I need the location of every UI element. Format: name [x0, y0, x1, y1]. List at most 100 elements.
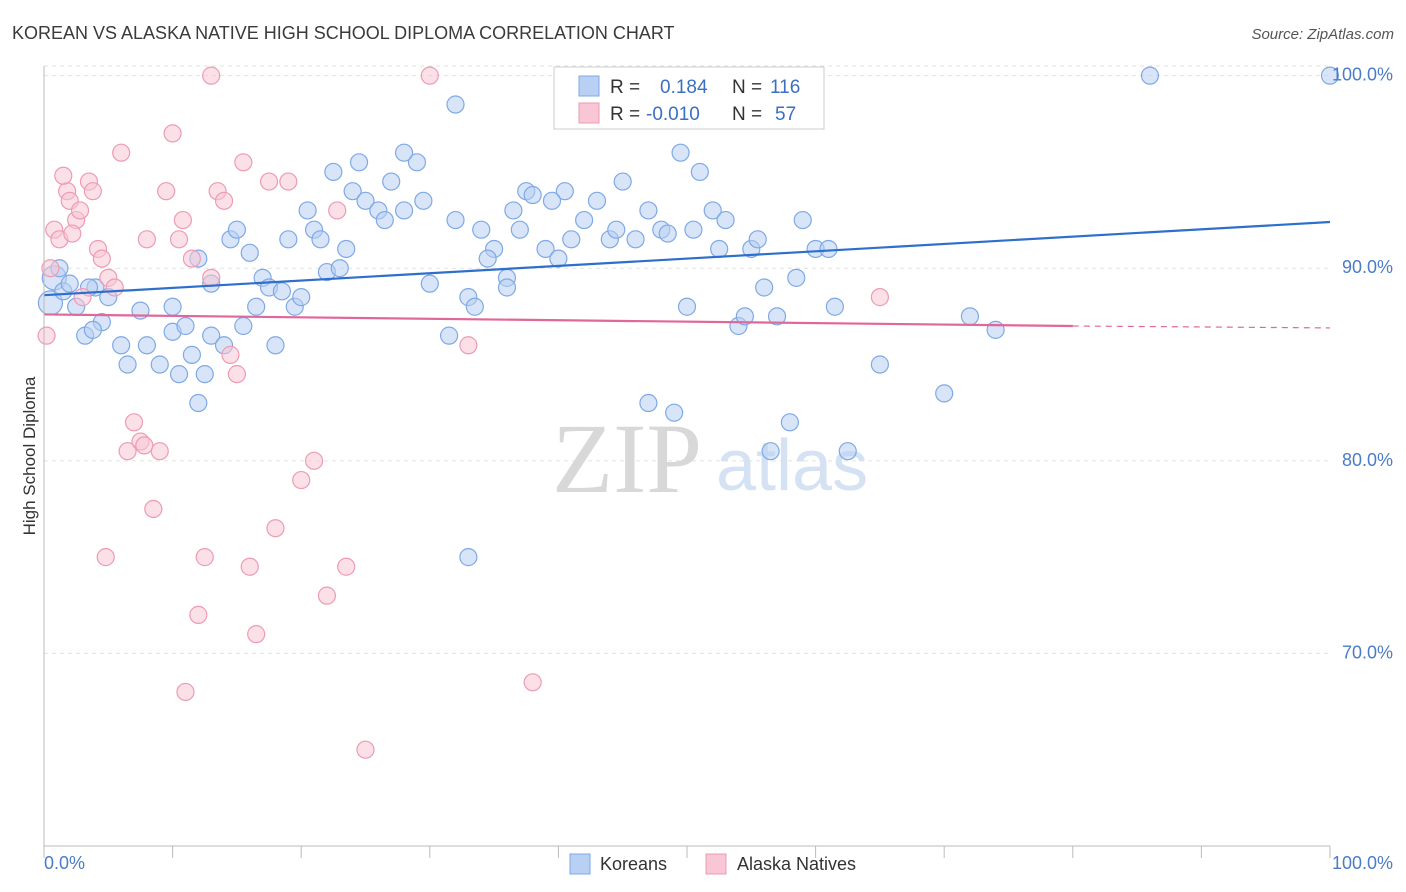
x-tick-label-max: 100.0% — [1332, 853, 1393, 873]
watermark: ZIP atlas — [552, 403, 868, 514]
point-alaska-natives-24 — [202, 268, 221, 287]
legend-n-label-1: N = — [732, 77, 762, 98]
point-koreans-18 — [176, 316, 195, 336]
series-legend-swatch-koreans — [569, 853, 591, 875]
point-koreans-109 — [478, 249, 497, 268]
point-koreans-48 — [504, 201, 523, 220]
point-alaska-natives-0 — [37, 326, 56, 345]
point-koreans-78 — [787, 268, 806, 287]
point-koreans-69 — [735, 307, 754, 326]
point-koreans-82 — [825, 297, 844, 316]
point-koreans-55 — [575, 210, 594, 230]
point-alaska-natives-35 — [317, 586, 337, 605]
point-alaska-natives-39 — [459, 336, 478, 355]
point-koreans-111 — [510, 220, 529, 239]
series-legend-swatch-alaska-natives — [705, 853, 727, 875]
legend-n-value-2: 57 — [775, 104, 796, 125]
point-alaska-natives-23 — [189, 605, 208, 624]
y-axis-label: High School Diploma — [20, 376, 39, 535]
point-alaska-natives-46 — [73, 288, 92, 307]
point-koreans-56 — [587, 191, 607, 210]
point-koreans-100 — [272, 282, 292, 301]
x-tick-marks — [43, 846, 1331, 858]
point-koreans-76 — [767, 307, 787, 326]
point-koreans-59 — [626, 230, 645, 249]
point-koreans-90 — [446, 95, 465, 114]
point-koreans-83 — [838, 442, 857, 461]
point-alaska-natives-45 — [96, 548, 115, 567]
point-koreans-53 — [555, 182, 574, 201]
point-alaska-natives-33 — [292, 470, 311, 490]
point-alaska-natives-1 — [41, 259, 60, 278]
point-koreans-35 — [375, 210, 394, 230]
point-koreans-36 — [382, 172, 401, 191]
point-alaska-natives-13 — [105, 278, 124, 297]
point-koreans-98 — [234, 316, 253, 336]
point-koreans-81 — [819, 239, 838, 259]
point-koreans-102 — [163, 297, 182, 316]
point-koreans-74 — [755, 278, 774, 297]
legend-r-value-1: 0.184 — [660, 77, 708, 98]
point-koreans-13 — [118, 355, 137, 374]
point-koreans-62 — [658, 224, 677, 243]
y-tick-label-3: 70.0% — [1342, 642, 1393, 662]
point-alaska-natives-26 — [214, 191, 234, 210]
point-koreans-114 — [710, 239, 729, 259]
point-koreans-26 — [266, 336, 285, 355]
point-alaska-natives-31 — [266, 519, 285, 538]
point-koreans-52 — [549, 249, 568, 268]
point-koreans-58 — [613, 172, 632, 191]
point-koreans-71 — [665, 403, 684, 422]
point-koreans-23 — [240, 243, 259, 262]
point-koreans-105 — [279, 230, 298, 249]
trend-lines — [43, 220, 1331, 329]
point-koreans-65 — [690, 162, 709, 182]
point-alaska-natives-36 — [337, 557, 356, 576]
point-koreans-40 — [420, 274, 439, 293]
point-koreans-115 — [748, 230, 767, 249]
point-koreans-93 — [324, 162, 343, 182]
point-koreans-113 — [607, 220, 626, 239]
point-alaska-natives-44 — [118, 442, 137, 461]
chart-source: Source: ZipAtlas.com — [1251, 26, 1394, 43]
point-koreans-44 — [465, 297, 484, 316]
point-koreans-89 — [1320, 66, 1340, 85]
point-koreans-99 — [247, 297, 266, 316]
point-alaska-natives-17 — [137, 230, 156, 249]
point-koreans-41 — [439, 326, 459, 345]
point-alaska-natives-53 — [173, 210, 192, 230]
point-koreans-75 — [761, 442, 780, 461]
point-alaska-natives-47 — [247, 625, 266, 644]
point-koreans-72 — [677, 297, 697, 316]
point-alaska-natives-29 — [240, 557, 259, 576]
point-koreans-94 — [459, 548, 478, 567]
point-koreans-87 — [986, 320, 1005, 339]
point-koreans-33 — [356, 191, 375, 210]
point-alaska-natives-22 — [176, 682, 195, 702]
point-alaska-natives-48 — [195, 548, 214, 567]
point-koreans-86 — [960, 307, 980, 326]
point-koreans-101 — [150, 355, 169, 374]
point-koreans-12 — [112, 336, 131, 355]
point-alaska-natives-56 — [328, 201, 347, 220]
y-tick-label-0: 100.0% — [1332, 65, 1393, 85]
point-alaska-natives-38 — [420, 66, 439, 85]
point-koreans-103 — [182, 345, 201, 364]
point-koreans-107 — [311, 230, 330, 249]
point-koreans-50 — [523, 185, 542, 205]
point-alaska-natives-43 — [202, 66, 221, 85]
point-koreans-67 — [716, 210, 735, 230]
point-koreans-22 — [227, 220, 246, 239]
point-koreans-110 — [497, 278, 517, 297]
trend-line-extension-alaska-natives — [1072, 325, 1331, 329]
point-koreans-38 — [407, 153, 427, 172]
point-koreans-84 — [870, 355, 890, 374]
point-koreans-45 — [472, 220, 491, 239]
point-koreans-106 — [298, 201, 317, 220]
point-koreans-70 — [639, 393, 658, 413]
point-koreans-51 — [536, 239, 555, 259]
x-tick-label-min: 0.0% — [44, 853, 85, 873]
y-tick-label-2: 80.0% — [1342, 450, 1393, 470]
point-alaska-natives-49 — [135, 436, 154, 455]
